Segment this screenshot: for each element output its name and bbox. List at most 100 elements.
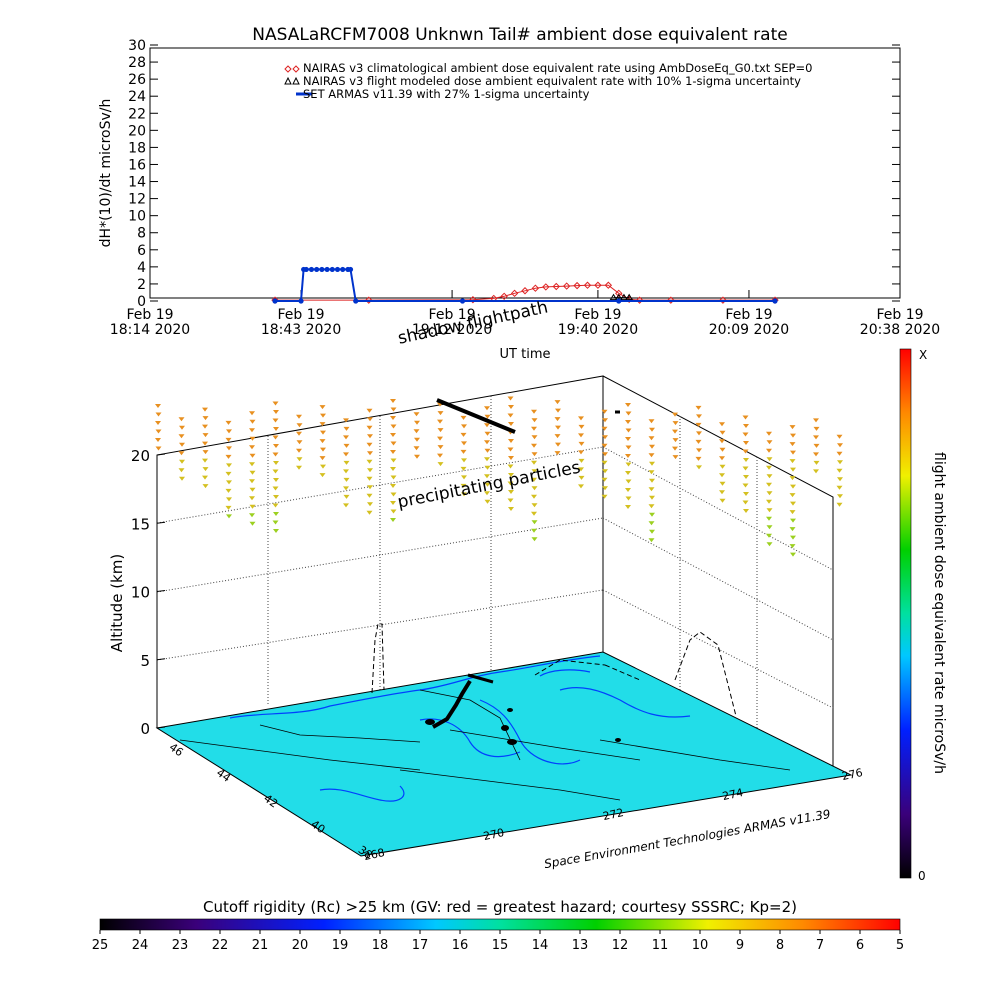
particle-marker	[789, 442, 796, 447]
colorbar-top-label: X	[919, 348, 927, 362]
particle-marker	[296, 431, 302, 436]
x-axis-label: UT time	[500, 347, 551, 362]
data-point	[542, 283, 550, 291]
altitude-tick-label: 20	[131, 447, 150, 465]
legend-marker	[284, 65, 292, 73]
y-tick-label: 26	[128, 72, 146, 88]
rigidity-tick-label: 7	[816, 938, 824, 953]
particle-marker	[414, 420, 420, 425]
y-tick-label: 28	[128, 55, 146, 71]
particle-marker	[742, 466, 749, 471]
data-point	[365, 296, 373, 304]
data-point	[594, 281, 602, 289]
rigidity-tick-label: 12	[612, 938, 629, 953]
particle-marker	[743, 509, 749, 513]
particle-marker	[602, 469, 608, 474]
particle-marker	[766, 533, 772, 538]
particle-marker	[813, 460, 820, 465]
particle-marker	[320, 464, 326, 469]
particle-marker	[484, 440, 490, 445]
particle-marker	[249, 513, 255, 518]
particle-marker	[272, 520, 279, 525]
dose-rate-colorbar: X 0 flight ambient dose equivalent rate …	[899, 348, 947, 883]
y-tick-label: 16	[128, 157, 146, 173]
particle-marker	[437, 411, 444, 416]
x-tick-label-time: 18:43 2020	[261, 322, 341, 338]
particle-marker	[366, 476, 373, 481]
particle-marker	[366, 425, 373, 430]
particle-marker	[225, 488, 232, 493]
particle-marker	[531, 520, 538, 525]
particle-marker	[790, 484, 796, 489]
x-tick-label-date: Feb 19	[429, 307, 476, 323]
particle-marker	[719, 456, 725, 461]
data-point	[604, 281, 613, 289]
particle-marker	[790, 467, 796, 472]
particle-marker	[366, 459, 373, 464]
rigidity-tick-label: 15	[492, 938, 509, 953]
particle-marker	[672, 429, 678, 434]
x-tick-label-time: 20:09 2020	[709, 322, 789, 338]
particle-marker	[649, 495, 655, 500]
particle-marker	[461, 424, 467, 429]
x-tick-label-date: Feb 19	[126, 307, 173, 323]
particle-marker	[390, 441, 397, 446]
particle-marker	[672, 438, 679, 443]
rigidity-tick-label: 10	[692, 938, 709, 953]
particle-marker	[390, 450, 396, 454]
particle-marker	[601, 443, 608, 448]
particle-marker	[601, 409, 608, 414]
particle-marker	[178, 417, 185, 422]
particle-marker	[390, 424, 397, 429]
particle-marker	[273, 512, 279, 516]
particle-marker	[461, 475, 467, 480]
y-tick-label: 22	[128, 106, 146, 122]
data-point	[635, 296, 644, 304]
particle-marker	[813, 426, 820, 431]
particle-marker	[273, 495, 279, 499]
legend-entry: NAIRAS v3 climatological ambient dose eq…	[303, 61, 812, 75]
particle-marker	[837, 460, 843, 465]
particle-marker	[202, 475, 208, 480]
y-tick-label: 8	[137, 226, 146, 242]
data-point	[272, 298, 278, 304]
particle-marker	[648, 538, 655, 543]
particle-marker	[273, 444, 279, 448]
particle-marker	[437, 436, 443, 441]
floor-map	[155, 651, 853, 857]
particle-marker	[695, 422, 702, 427]
particle-marker	[578, 424, 585, 429]
particle-marker	[390, 518, 396, 522]
particle-marker	[319, 422, 326, 427]
particle-marker	[320, 413, 326, 418]
particle-marker	[719, 498, 726, 503]
particle-marker	[837, 494, 843, 499]
particle-marker	[790, 501, 796, 506]
particle-marker	[390, 501, 396, 505]
data-point	[562, 282, 571, 290]
particle-marker	[743, 441, 749, 445]
particle-marker	[390, 492, 397, 497]
particle-marker	[484, 474, 490, 479]
longitude-tick-label: 276	[841, 766, 864, 783]
particle-marker	[507, 481, 514, 486]
y-tick-label: 2	[137, 277, 146, 293]
particle-marker	[531, 511, 537, 516]
particle-marker	[484, 431, 491, 436]
particle-marker	[813, 435, 819, 440]
rigidity-tick-label: 25	[92, 938, 109, 953]
particle-marker	[531, 409, 537, 414]
particle-marker	[367, 502, 373, 507]
particle-marker	[343, 426, 350, 431]
particle-marker	[320, 430, 326, 435]
data-point	[308, 266, 315, 273]
particle-marker	[602, 435, 608, 440]
particle-marker	[766, 542, 773, 547]
particle-marker	[390, 475, 397, 480]
particle-marker	[249, 470, 256, 475]
particle-marker	[178, 434, 185, 439]
particle-marker	[625, 411, 632, 416]
particle-marker	[460, 449, 467, 454]
particle-marker	[367, 485, 373, 490]
particle-marker	[742, 500, 749, 505]
